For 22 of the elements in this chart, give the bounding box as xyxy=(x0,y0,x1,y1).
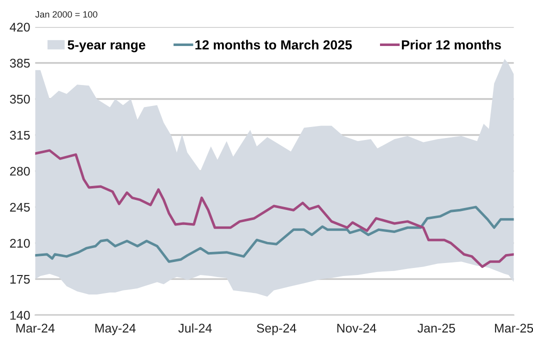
line-series xyxy=(35,149,514,268)
y-tick-label: 245 xyxy=(10,202,30,212)
y-tick-label: 140 xyxy=(10,310,30,320)
x-tick-label: May-24 xyxy=(95,324,136,336)
legend-label: Prior 12 months xyxy=(402,40,501,50)
y-tick-label: 385 xyxy=(10,58,30,68)
x-tick-label: Nov-24 xyxy=(337,324,376,333)
y-tick-label: 280 xyxy=(10,166,30,176)
legend-label: 12 months to March 2025 xyxy=(195,40,352,50)
text: Jan 2000 = 100 xyxy=(35,11,98,18)
x-tick-label: Jan-25 xyxy=(418,324,456,333)
legend-label: 5-year range xyxy=(68,40,146,52)
x-tick-label: Mar-24 xyxy=(16,324,55,333)
line-series xyxy=(35,206,514,263)
y-tick-label: 350 xyxy=(10,94,30,104)
y-tick-label: 315 xyxy=(10,130,30,140)
y-tick-label: 175 xyxy=(10,275,30,284)
x-tick-label: Mar-25 xyxy=(495,324,533,333)
y-tick-label: 420 xyxy=(10,22,30,32)
y-tick-label: 210 xyxy=(10,238,30,248)
x-tick-label: Sep-24 xyxy=(256,324,296,336)
x-tick-label: Jul-24 xyxy=(178,323,212,333)
